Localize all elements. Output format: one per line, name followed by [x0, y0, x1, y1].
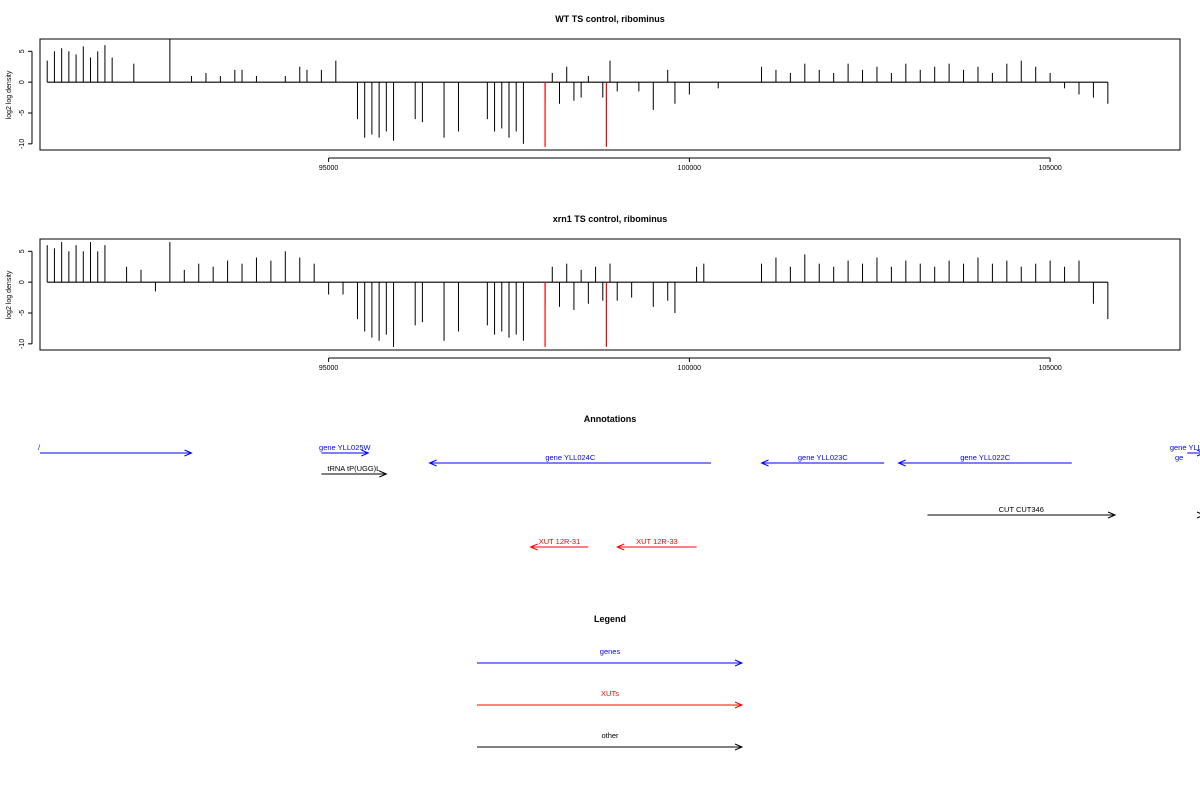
- xrn1-y-tick-label: 5: [19, 249, 26, 253]
- annotation-label: gene YLL024C: [545, 453, 595, 462]
- xrn1-track-axes: 5 0 -5 -10 95000 100000 105000: [19, 249, 1062, 372]
- wt-track-axes: 5 0 -5 -10 95000 100000 105000: [19, 49, 1062, 172]
- annotation-arrowhead: [529, 543, 538, 551]
- annotation-arrowhead: [760, 459, 769, 467]
- wt-x-tick-label: 100000: [678, 165, 701, 172]
- annotation-arrowhead: [184, 449, 193, 457]
- xrn1-x-tick-label: 95000: [319, 365, 339, 372]
- annotation-features: / gene YLL025W gene YLL024C gene YLL023C gen…: [38, 443, 1200, 551]
- wt-track-title: WT TS control, ribominus: [555, 14, 665, 24]
- annotations-title: Annotations: [584, 414, 637, 424]
- annotation-feature: ge: [1175, 453, 1183, 462]
- annotation-feature: /: [38, 443, 193, 457]
- legend-item-genes: genes: [477, 647, 744, 667]
- xrn1-x-tick-label: 105000: [1038, 365, 1061, 372]
- annotation-label: XUT 12R-33: [636, 537, 678, 546]
- annotation-label: gene YLL022C: [960, 453, 1010, 462]
- annotation-label: CUT CUT346: [999, 505, 1044, 514]
- annotation-label: gene YLL025W: [319, 443, 371, 452]
- xrn1-track-ylabel: log2 log density: [6, 270, 13, 319]
- wt-track-bars: [46, 39, 1109, 147]
- xrn1-y-tick-label: 0: [19, 280, 26, 284]
- wt-y-tick-label: 0: [19, 80, 26, 84]
- annotation-arrowhead: [615, 543, 625, 551]
- wt-y-tick-label: -10: [19, 139, 26, 149]
- annotation-arrowhead: [428, 459, 437, 467]
- wt-y-tick-label: -5: [19, 110, 26, 116]
- annotation-feature: gene YLL022C: [897, 453, 1072, 467]
- xrn1-track-bars: [46, 242, 1109, 347]
- xrn1-track-frame: [39, 238, 1181, 351]
- annotation-label: /: [38, 443, 41, 452]
- annotation-feature: gene YLL025W: [319, 443, 372, 457]
- xrn1-y-tick-label: -10: [19, 339, 26, 349]
- legend-item-other: other: [477, 731, 744, 751]
- wt-y-tick-label: 5: [19, 49, 26, 53]
- legend-label: genes: [600, 647, 621, 656]
- annotation-arrowhead: [1107, 511, 1117, 519]
- annotation-label: ge: [1175, 453, 1183, 462]
- wt-track-frame: [39, 38, 1181, 151]
- annotation-feature: XUT 12R-33: [615, 537, 697, 551]
- xrn1-track-panel: xrn1 TS control, ribominus log2 log dens…: [6, 214, 1181, 372]
- wt-track-panel: WT TS control, ribominus log2 log densit…: [6, 14, 1181, 172]
- xrn1-y-tick-label: -5: [19, 310, 26, 316]
- annotation-feature: CUT CUT346: [927, 505, 1117, 519]
- annotation-arrowhead: [1196, 449, 1200, 457]
- legend-arrowhead: [734, 743, 744, 751]
- legend-label: XUTs: [601, 689, 619, 698]
- annotation-feature: gene YLL024C: [428, 453, 712, 467]
- xrn1-track-title: xrn1 TS control, ribominus: [553, 214, 668, 224]
- annotation-feature: gene YLL023C: [760, 453, 885, 467]
- annotation-arrowhead: [1196, 511, 1200, 519]
- annotation-feature: tRNA tP(UGG)L: [321, 464, 388, 478]
- annotation-label: gene YLL023C: [798, 453, 848, 462]
- annotation-arrowhead: [361, 449, 370, 457]
- annotation-arrowhead: [897, 459, 906, 467]
- annotation-label: XUT 12R-31: [539, 537, 581, 546]
- annotation-label: tRNA tP(UGG)L: [327, 464, 380, 473]
- annotation-arrowhead: [379, 470, 388, 478]
- wt-x-tick-label: 105000: [1038, 165, 1061, 172]
- legend-title: Legend: [594, 614, 626, 624]
- legend-arrowhead: [734, 659, 744, 667]
- legend-arrowhead: [734, 701, 744, 709]
- wt-track-ylabel: log2 log density: [6, 70, 13, 119]
- legend-item-xuts: XUTs: [477, 689, 744, 709]
- annotation-feature: XUT 12R-31: [529, 537, 589, 551]
- xrn1-x-tick-label: 100000: [678, 365, 701, 372]
- annotations-panel: Annotations / gene YLL025W gene YLL024C gen…: [38, 414, 1200, 551]
- legend-items: genes XUTs other: [477, 647, 744, 751]
- annotation-feature: CUT CUT347: [1196, 511, 1200, 519]
- wt-x-tick-label: 95000: [319, 165, 339, 172]
- annotation-feature: gene YLL021W: [1170, 443, 1200, 457]
- legend-label: other: [601, 731, 619, 740]
- legend-panel: Legend genes XUTs other: [477, 614, 744, 751]
- annotation-label: gene YLL021W: [1170, 443, 1200, 452]
